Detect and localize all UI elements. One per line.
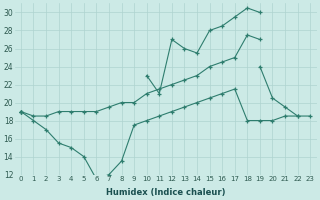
X-axis label: Humidex (Indice chaleur): Humidex (Indice chaleur)	[106, 188, 225, 197]
